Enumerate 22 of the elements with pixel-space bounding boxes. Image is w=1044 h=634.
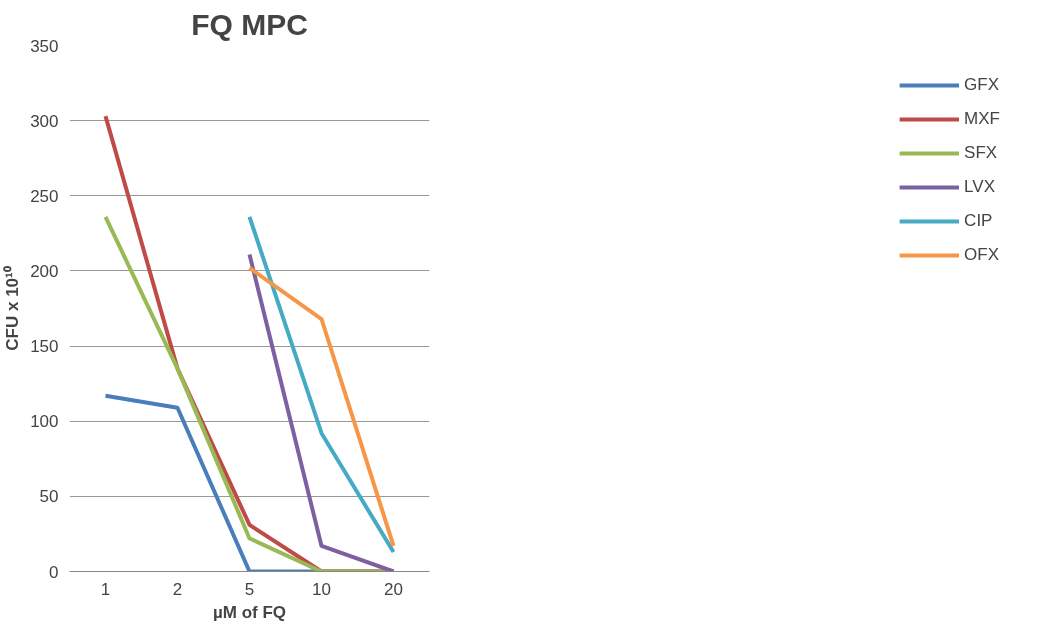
- x-tick-label: 1: [100, 579, 111, 599]
- legend-label: GFX: [964, 75, 1000, 95]
- x-tick-label: 5: [244, 579, 255, 599]
- legend-label: LVX: [964, 177, 995, 197]
- y-tick-label: 350: [30, 36, 59, 56]
- y-tick-label: 200: [30, 261, 59, 281]
- legend-label: MXF: [964, 109, 1000, 129]
- x-axis-title: µM of FQ: [212, 602, 287, 622]
- legend-label: CIP: [964, 211, 993, 231]
- y-tick-label: 150: [30, 337, 59, 357]
- x-tick-label: 20: [384, 579, 403, 599]
- y-tick-label: 300: [30, 111, 59, 131]
- x-tick-label: 2: [172, 579, 183, 599]
- legend-label: OFX: [964, 245, 1000, 265]
- chart-title: FQ MPC: [191, 7, 308, 41]
- legend-label: SFX: [964, 143, 998, 163]
- y-tick-label: 100: [30, 412, 59, 432]
- y-tick-label: 0: [49, 562, 59, 582]
- y-tick-label: 50: [39, 487, 59, 507]
- y-axis-title: CFU x 10¹⁰: [3, 266, 23, 351]
- x-tick-label: 10: [312, 579, 331, 599]
- y-tick-label: 250: [30, 186, 59, 206]
